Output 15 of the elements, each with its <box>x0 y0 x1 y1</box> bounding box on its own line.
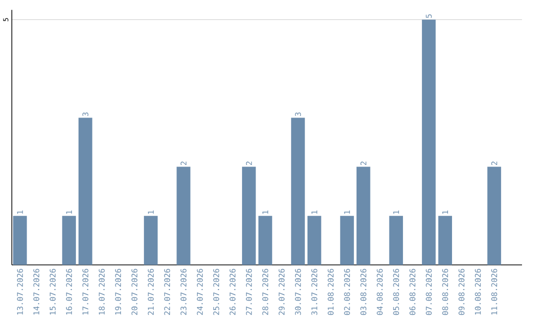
bar <box>422 20 436 266</box>
bar <box>78 118 92 266</box>
bar <box>438 216 452 266</box>
bar <box>487 167 502 266</box>
bar <box>340 216 354 266</box>
bar <box>176 167 190 266</box>
bar <box>258 216 272 266</box>
bar <box>307 216 322 266</box>
bar <box>389 216 403 266</box>
bar <box>242 167 256 266</box>
bar <box>291 118 305 266</box>
bar <box>144 216 158 266</box>
bar <box>13 216 27 266</box>
bar <box>62 216 76 266</box>
bar <box>356 167 370 266</box>
